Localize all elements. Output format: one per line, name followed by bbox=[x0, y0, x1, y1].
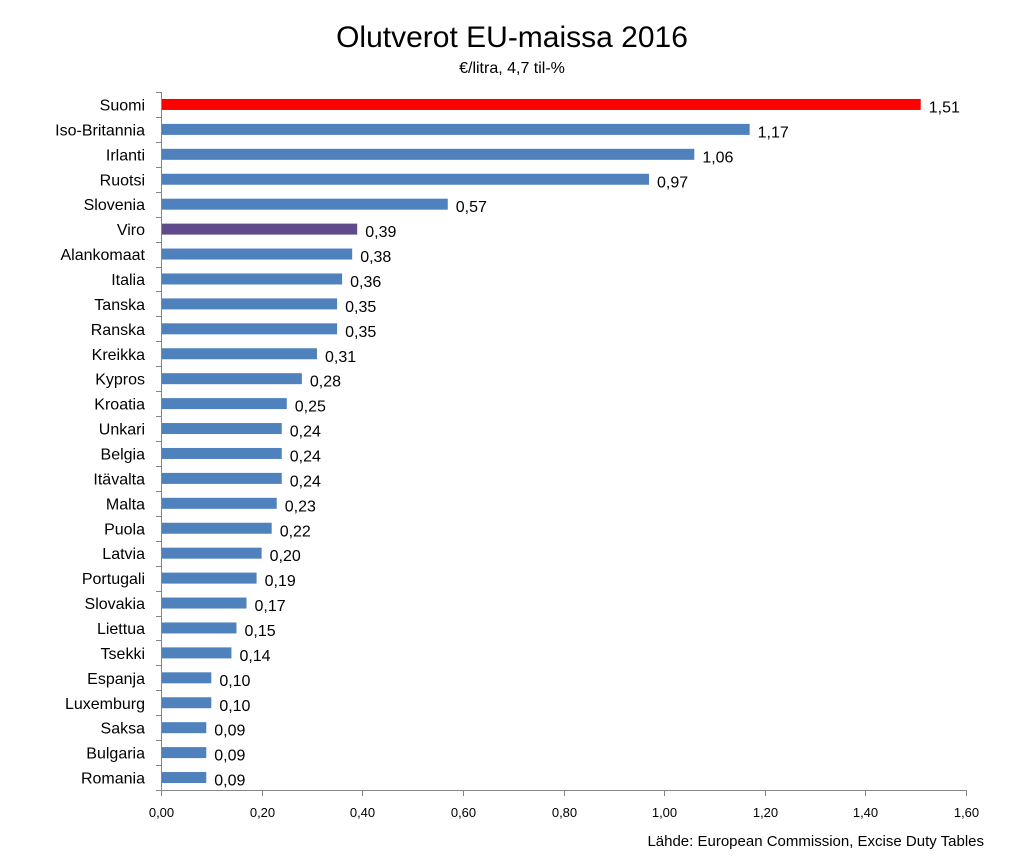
category-label: Bulgaria bbox=[86, 746, 145, 763]
category-label: Italia bbox=[111, 272, 145, 289]
category-label: Alankomaat bbox=[61, 247, 146, 264]
bar bbox=[162, 273, 343, 285]
source-note: Lähde: European Commission, Excise Duty … bbox=[647, 833, 984, 850]
x-tick-label: 0,40 bbox=[350, 805, 375, 820]
data-label: 0,15 bbox=[244, 623, 275, 640]
data-label: 0,10 bbox=[219, 673, 250, 690]
category-label: Itävalta bbox=[93, 471, 145, 488]
category-label: Malta bbox=[106, 496, 145, 513]
bar bbox=[162, 198, 448, 210]
x-tick-label: 0,00 bbox=[149, 805, 174, 820]
data-label: 1,06 bbox=[702, 149, 733, 166]
data-label: 1,51 bbox=[929, 99, 960, 116]
category-label: Viro bbox=[117, 222, 145, 239]
x-tick-label: 0,80 bbox=[552, 805, 577, 820]
category-label: Liettua bbox=[97, 621, 145, 638]
bar bbox=[162, 547, 262, 559]
category-label: Slovenia bbox=[84, 197, 145, 214]
data-label: 0,09 bbox=[214, 773, 245, 790]
bar bbox=[162, 722, 207, 734]
data-label: 0,38 bbox=[360, 249, 391, 266]
data-label: 0,14 bbox=[239, 648, 270, 665]
bar bbox=[162, 398, 287, 410]
data-label: 0,19 bbox=[265, 573, 296, 590]
data-label: 0,36 bbox=[350, 274, 381, 291]
bar bbox=[162, 697, 212, 709]
bar bbox=[162, 597, 247, 609]
category-label: Tsekki bbox=[101, 646, 145, 663]
bar bbox=[162, 472, 282, 484]
bar bbox=[162, 123, 750, 135]
category-label: Tanska bbox=[94, 297, 145, 314]
x-tick-label: 0,20 bbox=[250, 805, 275, 820]
category-label: Saksa bbox=[101, 721, 146, 738]
chart-subtitle: €/litra, 4,7 til-% bbox=[459, 60, 565, 77]
bar bbox=[162, 647, 232, 659]
data-label: 0,39 bbox=[365, 224, 396, 241]
category-label: Slovakia bbox=[85, 596, 146, 613]
category-label: Ruotsi bbox=[100, 172, 145, 189]
data-label: 0,20 bbox=[270, 548, 301, 565]
bar bbox=[162, 522, 272, 534]
bar bbox=[162, 248, 353, 260]
data-label: 0,24 bbox=[290, 448, 321, 465]
bar bbox=[162, 373, 302, 385]
category-label: Irlanti bbox=[106, 147, 145, 164]
category-label: Kypros bbox=[95, 372, 145, 389]
bar bbox=[162, 497, 277, 509]
bar bbox=[162, 447, 282, 459]
category-label: Iso-Britannia bbox=[55, 122, 145, 139]
bar bbox=[162, 772, 207, 784]
category-label: Luxemburg bbox=[65, 696, 145, 713]
category-label: Latvia bbox=[102, 546, 145, 563]
category-label: Portugali bbox=[82, 571, 145, 588]
data-label: 0,57 bbox=[456, 199, 487, 216]
bar bbox=[162, 622, 237, 634]
data-label: 0,22 bbox=[280, 523, 311, 540]
data-label: 0,31 bbox=[325, 349, 356, 366]
x-tick-label: 0,60 bbox=[451, 805, 476, 820]
category-label: Romania bbox=[81, 771, 145, 788]
bar bbox=[162, 323, 338, 335]
x-tick-label: 1,60 bbox=[954, 805, 979, 820]
data-label: 0,28 bbox=[310, 374, 341, 391]
data-label: 0,25 bbox=[295, 399, 326, 416]
category-label: Unkari bbox=[99, 422, 145, 439]
bar bbox=[162, 423, 282, 435]
data-label: 1,17 bbox=[758, 124, 789, 141]
x-tick-label: 1,00 bbox=[652, 805, 677, 820]
bar bbox=[162, 298, 338, 310]
bar bbox=[162, 223, 358, 235]
data-label: 0,35 bbox=[345, 324, 376, 341]
category-label: Espanja bbox=[87, 671, 145, 688]
category-label: Kroatia bbox=[94, 397, 145, 414]
bar bbox=[162, 572, 257, 584]
bar bbox=[162, 747, 207, 759]
bar bbox=[162, 672, 212, 684]
data-label: 0,17 bbox=[255, 598, 286, 615]
bar bbox=[162, 148, 695, 160]
category-label: Ranska bbox=[91, 322, 145, 339]
category-label: Belgia bbox=[101, 446, 146, 463]
bar bbox=[162, 348, 317, 360]
bar bbox=[162, 98, 921, 110]
category-label: Suomi bbox=[100, 97, 145, 114]
data-label: 0,10 bbox=[219, 698, 250, 715]
category-label: Kreikka bbox=[92, 347, 145, 364]
chart-title: Olutverot EU-maissa 2016 bbox=[336, 21, 688, 54]
x-tick-label: 1,40 bbox=[853, 805, 878, 820]
data-label: 0,24 bbox=[290, 473, 321, 490]
category-label: Puola bbox=[104, 521, 145, 538]
data-label: 0,09 bbox=[214, 723, 245, 740]
data-label: 0,35 bbox=[345, 299, 376, 316]
x-tick-label: 1,20 bbox=[753, 805, 778, 820]
data-label: 0,97 bbox=[657, 174, 688, 191]
data-label: 0,23 bbox=[285, 498, 316, 515]
data-label: 0,09 bbox=[214, 748, 245, 765]
bar bbox=[162, 173, 650, 185]
data-label: 0,24 bbox=[290, 424, 321, 441]
